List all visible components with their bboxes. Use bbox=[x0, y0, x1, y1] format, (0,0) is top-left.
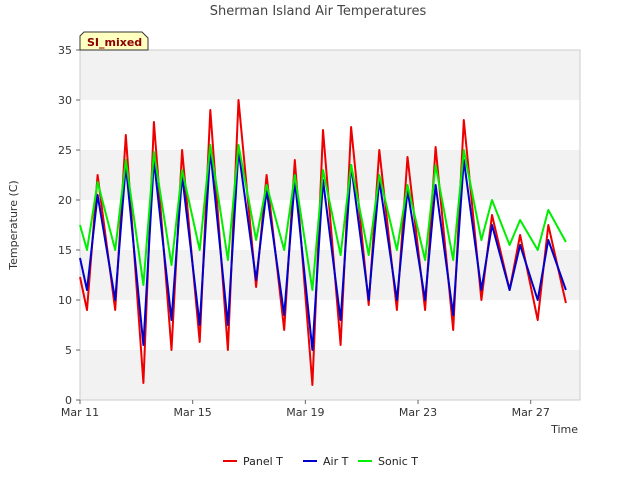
x-tick-label: Mar 19 bbox=[286, 406, 324, 419]
series-line bbox=[79, 99, 567, 386]
legend-label: Panel T bbox=[243, 455, 283, 468]
x-tick-label: Mar 27 bbox=[512, 406, 550, 419]
badge-label: SI_mixed bbox=[87, 36, 142, 49]
legend: Panel T Air T Sonic T bbox=[223, 455, 418, 468]
grid-band bbox=[80, 50, 580, 100]
grid-band bbox=[80, 150, 580, 200]
grid-band bbox=[80, 250, 580, 300]
y-tick-label: 30 bbox=[58, 94, 72, 107]
grid-bands bbox=[80, 50, 580, 400]
y-axis-title: Temperature (C) bbox=[7, 180, 20, 270]
y-tick-label: 35 bbox=[58, 44, 72, 57]
y-axis: 0 5 10 15 20 25 30 35 bbox=[58, 44, 80, 407]
y-tick-label: 15 bbox=[58, 244, 72, 257]
y-tick-label: 10 bbox=[58, 294, 72, 307]
y-tick-label: 20 bbox=[58, 194, 72, 207]
x-tick-label: Mar 15 bbox=[174, 406, 212, 419]
legend-label: Air T bbox=[323, 455, 349, 468]
grid-band bbox=[80, 350, 580, 400]
x-axis: Mar 11 Mar 15 Mar 19 Mar 23 Mar 27 bbox=[61, 400, 550, 419]
series-line bbox=[79, 144, 567, 291]
x-axis-title: Time bbox=[550, 423, 578, 436]
chart-title: Sherman Island Air Temperatures bbox=[210, 4, 427, 19]
badge: SI_mixed bbox=[79, 31, 149, 51]
x-tick-label: Mar 23 bbox=[399, 406, 437, 419]
series-line bbox=[79, 149, 567, 351]
series-lines bbox=[79, 99, 567, 386]
badge-box bbox=[79, 31, 149, 51]
y-tick-label: 25 bbox=[58, 144, 72, 157]
y-tick-label: 5 bbox=[65, 344, 72, 357]
legend-label: Sonic T bbox=[378, 455, 418, 468]
x-tick-label: Mar 11 bbox=[61, 406, 99, 419]
y-tick-label: 0 bbox=[65, 394, 72, 407]
